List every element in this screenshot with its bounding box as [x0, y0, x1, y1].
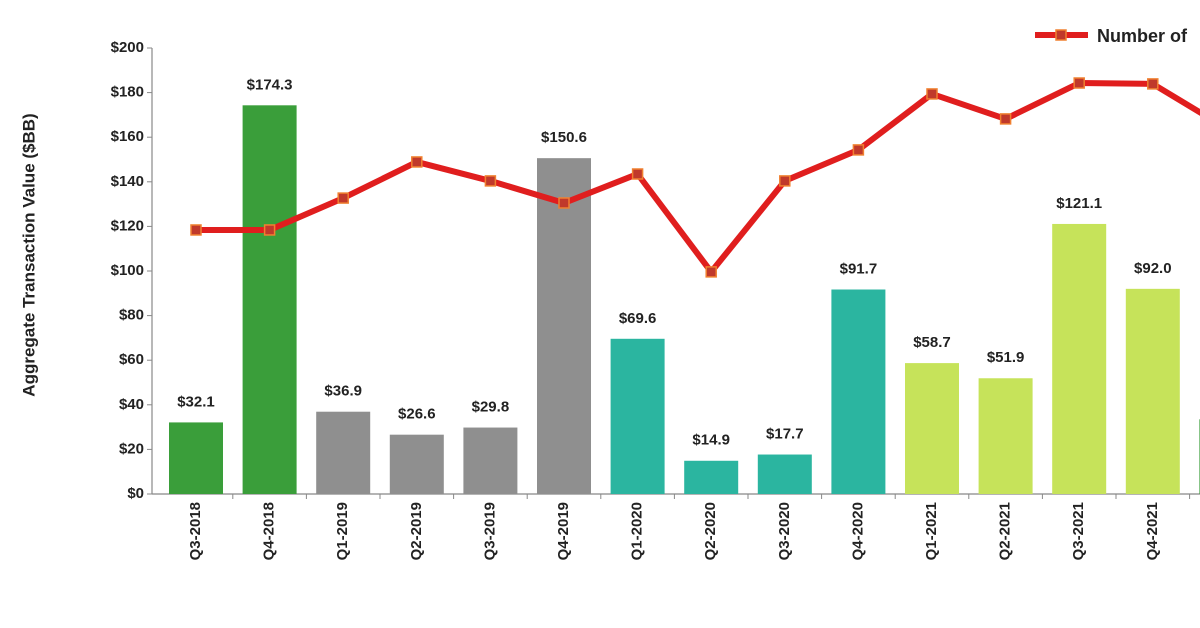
line-marker — [263, 224, 276, 236]
line-marker — [926, 88, 938, 100]
line-marker — [705, 266, 717, 278]
line-marker — [484, 175, 497, 187]
x-tick-label: Q1-2019 — [334, 502, 351, 560]
y-tick-label: $20 — [119, 440, 144, 457]
line-marker — [779, 175, 791, 187]
bar — [1052, 223, 1107, 494]
y-tick-label: $200 — [111, 39, 144, 56]
x-tick-label: Q2-2019 — [408, 502, 425, 560]
y-axis-label: Aggregate Transaction Value ($BB) — [19, 113, 38, 396]
data-label: $36.9 — [324, 383, 362, 400]
line-marker — [190, 224, 202, 236]
bar — [389, 434, 444, 494]
y-tick-label: $160 — [111, 128, 144, 145]
y-tick-label: $0 — [127, 485, 144, 502]
x-tick-label: Q1-2020 — [629, 502, 646, 560]
data-label: $150.6 — [541, 129, 587, 146]
x-tick-label: Q3-2021 — [1070, 502, 1087, 560]
y-tick-label: $140 — [111, 173, 144, 190]
y-tick-label: $60 — [119, 351, 144, 368]
bar — [242, 105, 297, 494]
x-tick-label: Q3-2020 — [776, 502, 793, 560]
bar — [463, 427, 518, 494]
y-tick-label: $100 — [111, 262, 144, 279]
y-tick-label: $40 — [119, 396, 144, 413]
x-tick-label: Q4-2020 — [849, 502, 866, 560]
data-label: $174.3 — [247, 76, 293, 93]
legend-label: Number of — [1097, 26, 1188, 46]
x-tick-label: Q2-2020 — [702, 502, 719, 560]
line-marker — [631, 168, 644, 180]
bar — [978, 378, 1033, 494]
data-label: $32.1 — [177, 393, 215, 410]
y-tick-label: $120 — [111, 217, 144, 234]
bar — [905, 363, 959, 494]
data-label: $17.7 — [766, 425, 804, 442]
bar — [316, 411, 371, 494]
line-marker — [1147, 78, 1159, 90]
data-label: $26.6 — [398, 406, 436, 423]
x-tick-label: Q2-2021 — [997, 502, 1014, 560]
line-marker — [558, 197, 570, 209]
bar — [684, 460, 739, 494]
x-tick-label: Q4-2021 — [1144, 502, 1161, 560]
bar — [1125, 288, 1180, 494]
line-marker — [852, 144, 865, 156]
x-tick-label: Q3-2019 — [481, 502, 498, 560]
data-label: $51.9 — [987, 349, 1025, 366]
data-label: $58.7 — [913, 334, 951, 351]
x-tick-label: Q4-2019 — [555, 502, 572, 560]
data-label: $69.6 — [619, 310, 657, 327]
legend-marker — [1055, 29, 1067, 41]
x-tick-label: Q4-2018 — [261, 502, 278, 560]
bar — [831, 289, 886, 494]
x-tick-label: Q3-2018 — [187, 502, 204, 560]
bar — [169, 422, 223, 494]
line-marker — [1073, 77, 1085, 89]
data-label: $92.0 — [1134, 260, 1172, 277]
line-marker — [411, 156, 423, 168]
data-label: $14.9 — [692, 432, 730, 449]
data-label: $121.1 — [1056, 195, 1102, 212]
bar — [610, 338, 665, 494]
line — [196, 80, 1200, 275]
bar — [537, 158, 591, 495]
data-label: $91.7 — [840, 260, 878, 277]
data-label: $29.8 — [472, 399, 510, 416]
line-marker — [337, 192, 349, 204]
y-tick-label: $180 — [111, 84, 144, 101]
line-marker — [999, 113, 1012, 125]
bar — [757, 454, 812, 494]
x-tick-label: Q1-2021 — [923, 502, 940, 560]
y-tick-label: $80 — [119, 307, 144, 324]
